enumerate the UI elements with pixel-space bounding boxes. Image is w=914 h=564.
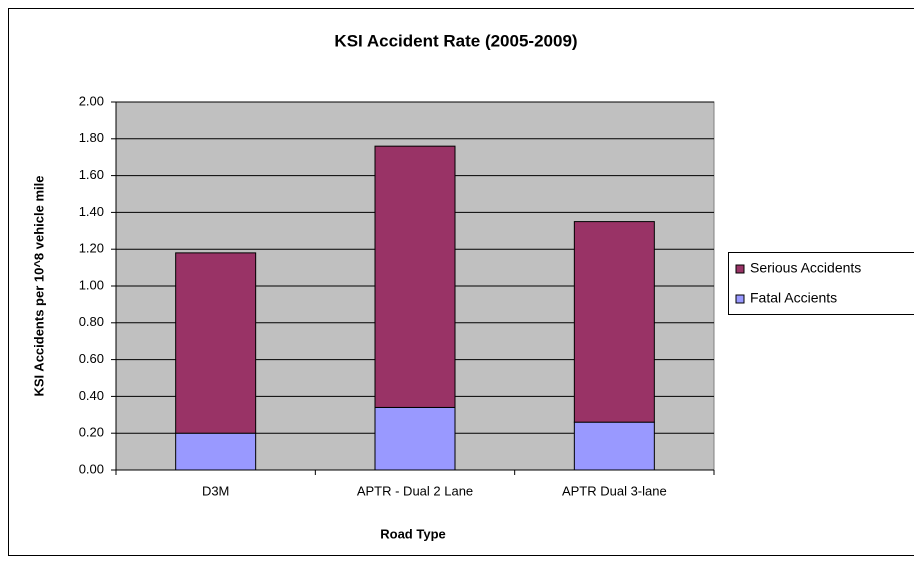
legend-label: Fatal Accients xyxy=(750,290,837,306)
y-tick-label: 2.00 xyxy=(79,93,104,108)
legend-label: Serious Accidents xyxy=(750,260,861,276)
x-axis-label: Road Type xyxy=(380,526,446,541)
legend-box xyxy=(728,252,914,315)
y-tick-label: 0.60 xyxy=(79,351,104,366)
chart-title: KSI Accident Rate (2005-2009) xyxy=(334,31,577,50)
x-tick-label: D3M xyxy=(202,483,229,498)
x-tick-label: APTR Dual 3-lane xyxy=(562,483,667,498)
legend-swatch xyxy=(735,264,745,274)
y-tick-label: 1.40 xyxy=(79,204,104,219)
legend-swatch xyxy=(735,294,745,304)
x-tick-label: APTR - Dual 2 Lane xyxy=(357,483,473,498)
y-tick-label: 0.80 xyxy=(79,314,104,329)
bar-segment xyxy=(573,221,655,423)
bar-segment xyxy=(573,421,655,471)
bar-segment xyxy=(374,145,456,408)
y-tick-label: 1.80 xyxy=(79,130,104,145)
bar-segment xyxy=(175,432,257,471)
y-tick-label: 0.40 xyxy=(79,388,104,403)
y-tick-label: 1.00 xyxy=(79,277,104,292)
y-axis-label: KSI Accidents per 10^8 vehicle mile xyxy=(31,176,46,397)
bar-segment xyxy=(175,252,257,434)
y-tick-label: 1.60 xyxy=(79,167,104,182)
y-tick-label: 1.20 xyxy=(79,241,104,256)
bar-segment xyxy=(374,406,456,471)
y-tick-label: 0.20 xyxy=(79,425,104,440)
y-tick-label: 0.00 xyxy=(79,461,104,476)
